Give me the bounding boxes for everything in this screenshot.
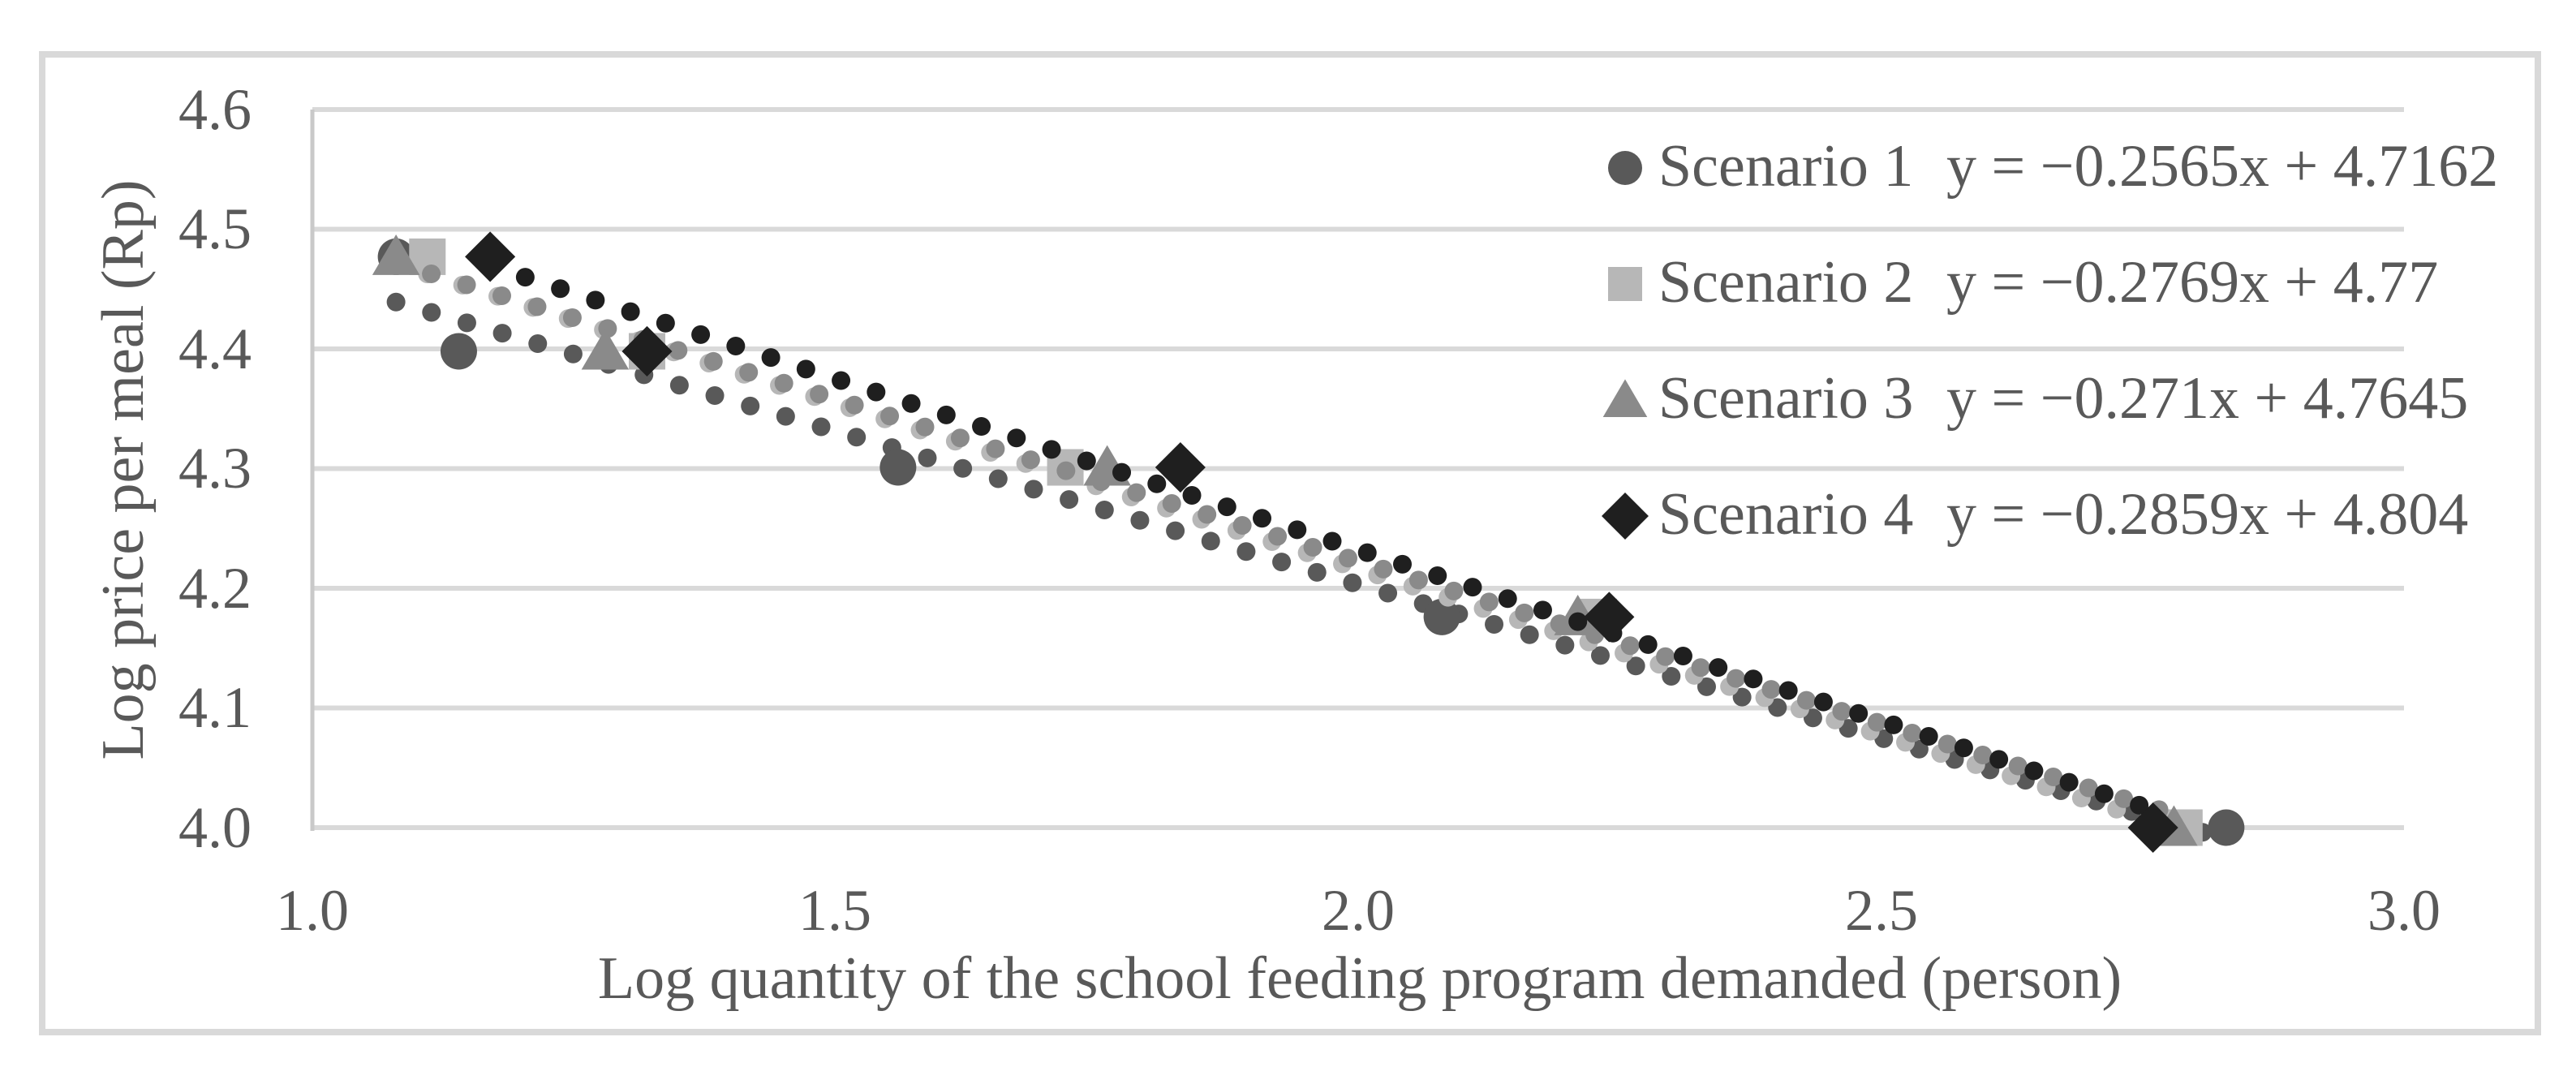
scenario-3-triangle-marker bbox=[1602, 379, 1648, 417]
x-tick-label: 2.5 bbox=[1845, 878, 1918, 943]
x-tick-label: 2.0 bbox=[1322, 878, 1395, 943]
scenario-2-square-marker bbox=[1608, 267, 1642, 301]
y-tick-label: 4.4 bbox=[178, 316, 252, 381]
legend-row-scenario-2: Scenario 2 y = −0.2769x + 4.77 bbox=[1597, 246, 2438, 319]
circle-glyph bbox=[1608, 151, 1642, 185]
x-tick-label: 1.0 bbox=[276, 878, 349, 943]
data-point-scenario-4 bbox=[621, 325, 673, 376]
chart-border-frame bbox=[39, 51, 2541, 1035]
data-point-scenario-1 bbox=[2208, 809, 2245, 846]
data-point-scenario-4 bbox=[465, 231, 516, 282]
data-point-scenario-1 bbox=[879, 449, 917, 486]
trendline-equation: y = −0.271x + 4.7645 bbox=[1946, 364, 2469, 432]
data-point-scenario-4 bbox=[2127, 802, 2178, 854]
legend-row-scenario-3: Scenario 3 y = −0.271x + 4.7645 bbox=[1597, 362, 2468, 435]
legend-label: Scenario 4 bbox=[1658, 480, 1914, 548]
scenario-4-diamond-marker bbox=[1602, 493, 1649, 540]
data-point-scenario-3 bbox=[372, 234, 420, 275]
trendline-scenario-1 bbox=[386, 292, 2236, 849]
trendline-scenario-4 bbox=[480, 256, 2163, 820]
y-tick-label: 4.2 bbox=[178, 556, 252, 621]
legend-label: Scenario 2 bbox=[1658, 248, 1914, 316]
x-tick-label: 3.0 bbox=[2367, 878, 2441, 943]
y-tick-label: 4.3 bbox=[178, 436, 252, 501]
y-tick-label: 4.1 bbox=[178, 675, 252, 740]
legend-row-scenario-4: Scenario 4 y = −0.2859x + 4.804 bbox=[1597, 478, 2468, 551]
square-glyph bbox=[1608, 267, 1642, 301]
data-point-scenario-1 bbox=[440, 333, 477, 370]
x-tick-label: 1.5 bbox=[798, 878, 871, 943]
trendline-equation: y = −0.2565x + 4.7162 bbox=[1946, 132, 2499, 200]
scenario-1-circle-marker bbox=[1608, 151, 1642, 185]
y-axis-title: Log price per meal (Rp) bbox=[90, 179, 157, 760]
y-tick-label: 4.5 bbox=[178, 196, 252, 261]
y-tick-label: 4.6 bbox=[178, 77, 252, 142]
triangle-glyph bbox=[1602, 379, 1648, 417]
y-tick-label: 4.0 bbox=[178, 795, 252, 860]
data-point-scenario-1 bbox=[1423, 598, 1460, 635]
legend-label: Scenario 1 bbox=[1658, 132, 1914, 200]
x-axis-title: Log quantity of the school feeding progr… bbox=[597, 945, 2122, 1012]
trendline-equation: y = −0.2859x + 4.804 bbox=[1946, 480, 2469, 548]
trendline-equation: y = −0.2769x + 4.77 bbox=[1946, 248, 2439, 316]
data-point-scenario-4 bbox=[1155, 441, 1206, 493]
legend-row-scenario-1: Scenario 1 y = −0.2565x + 4.7162 bbox=[1597, 130, 2498, 203]
data-point-scenario-4 bbox=[1584, 592, 1635, 643]
diamond-glyph bbox=[1602, 493, 1649, 540]
legend-label: Scenario 3 bbox=[1658, 364, 1914, 432]
trendline-scenario-3 bbox=[386, 253, 2183, 824]
data-point-scenario-3 bbox=[581, 329, 630, 370]
